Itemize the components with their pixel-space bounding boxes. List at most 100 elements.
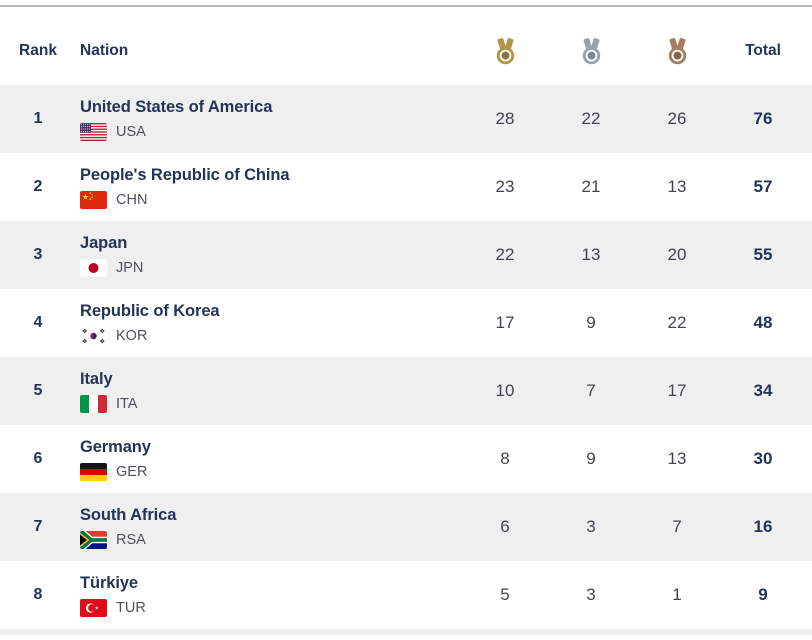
medal-standings-table: Rank Nation	[0, 5, 812, 640]
bronze-count: 17	[667, 381, 687, 400]
bronze-count: 13	[667, 177, 687, 196]
next-row-peek	[0, 629, 812, 635]
country-flag-icon-kor	[80, 327, 107, 345]
total-count: 76	[753, 109, 773, 128]
total-count: 9	[758, 585, 768, 604]
total-count: 57	[753, 177, 773, 196]
nation-cell: People's Republic of China CHN	[76, 165, 462, 209]
gold-medal-icon	[496, 37, 514, 64]
country-flag-icon-chn	[80, 191, 107, 209]
total-count: 16	[753, 517, 773, 536]
total-count: 48	[753, 313, 773, 332]
total-count: 30	[753, 449, 773, 468]
bronze-count: 1	[672, 585, 682, 604]
table-row[interactable]: 5 Italy ITA 10 7 17 34	[0, 357, 812, 425]
rank-value: 7	[33, 518, 43, 535]
bronze-medal-icon	[668, 37, 686, 64]
silver-count: 9	[586, 449, 596, 468]
nation-subline: RSA	[80, 531, 146, 549]
country-code: ITA	[116, 396, 138, 412]
silver-column-header	[548, 27, 634, 66]
gold-count: 22	[495, 245, 515, 264]
rank-column-header: Rank	[19, 42, 57, 59]
nation-cell: Germany GER	[76, 437, 462, 481]
total-column-header: Total	[745, 42, 781, 59]
nation-subline: CHN	[80, 191, 147, 209]
rank-value: 5	[33, 382, 43, 399]
country-flag-icon-usa	[80, 123, 107, 141]
nation-name: People's Republic of China	[80, 166, 290, 184]
nation-subline: KOR	[80, 327, 147, 345]
country-code: RSA	[116, 532, 146, 548]
bronze-count: 22	[667, 313, 687, 332]
bronze-column-header	[634, 27, 720, 66]
nation-subline: USA	[80, 123, 146, 141]
nation-cell: South Africa RSA	[76, 505, 462, 549]
country-flag-icon-ger	[80, 463, 107, 481]
nation-name: Türkiye	[80, 574, 138, 592]
country-code: USA	[116, 124, 146, 140]
rank-value: 3	[33, 246, 43, 263]
nation-subline: TUR	[80, 599, 146, 617]
country-flag-icon-jpn	[80, 259, 107, 277]
country-code: GER	[116, 464, 148, 480]
table-body: 1 United States of America USA 28 22 2 6 …	[0, 85, 812, 629]
country-code: TUR	[116, 600, 146, 616]
country-flag-icon-rsa	[80, 531, 107, 549]
gold-count: 6	[500, 517, 510, 536]
nation-cell: United States of America USA	[76, 97, 462, 141]
nation-cell: Türkiye TUR	[76, 573, 462, 617]
rank-value: 8	[33, 586, 43, 603]
table-row[interactable]: 8 Türkiye TUR 5 3 1 9	[0, 561, 812, 629]
top-divider	[0, 5, 812, 7]
nation-cell: Italy ITA	[76, 369, 462, 413]
gold-count: 17	[495, 313, 515, 332]
table-row[interactable]: 7 South Africa RSA 6 3 7 16	[0, 493, 812, 561]
country-code: KOR	[116, 328, 148, 344]
table-row[interactable]: 4 Republic of Korea KOR 17 9 22 48	[0, 289, 812, 357]
silver-count: 21	[581, 177, 601, 196]
gold-count: 23	[495, 177, 515, 196]
nation-name: South Africa	[80, 506, 177, 524]
gold-count: 5	[500, 585, 510, 604]
nation-subline: GER	[80, 463, 147, 481]
rank-value: 1	[33, 110, 43, 127]
bronze-count: 26	[667, 109, 687, 128]
nation-cell: Japan JPN	[76, 233, 462, 277]
bronze-count: 20	[667, 245, 687, 264]
table-header-row: Rank Nation	[0, 7, 812, 85]
nation-cell: Republic of Korea KOR	[76, 301, 462, 345]
nation-name: Italy	[80, 370, 113, 388]
nation-name: Japan	[80, 234, 128, 252]
gold-count: 10	[495, 381, 515, 400]
gold-column-header	[462, 27, 548, 66]
table-row[interactable]: 6 Germany GER 8 9 13 30	[0, 425, 812, 493]
rank-value: 6	[33, 450, 43, 467]
rank-value: 2	[33, 178, 43, 195]
country-flag-icon-ita	[80, 395, 107, 413]
gold-count: 28	[495, 109, 515, 128]
country-flag-icon-tur	[80, 599, 107, 617]
bronze-count: 7	[672, 517, 682, 536]
silver-count: 9	[586, 313, 596, 332]
silver-medal-icon	[582, 37, 600, 64]
rank-value: 4	[33, 314, 43, 331]
country-code: JPN	[116, 260, 144, 276]
total-count: 34	[753, 381, 773, 400]
nation-name: Republic of Korea	[80, 302, 220, 320]
nation-name: Germany	[80, 438, 151, 456]
nation-subline: JPN	[80, 259, 143, 277]
nation-name: United States of America	[80, 98, 273, 116]
bronze-count: 13	[667, 449, 687, 468]
silver-count: 3	[586, 585, 596, 604]
table-row[interactable]: 1 United States of America USA 28 22 26 …	[0, 85, 812, 153]
nation-subline: ITA	[80, 395, 137, 413]
silver-count: 7	[586, 381, 596, 400]
silver-count: 13	[581, 245, 601, 264]
country-code: CHN	[116, 192, 148, 208]
gold-count: 8	[500, 449, 510, 468]
total-count: 55	[753, 245, 773, 264]
table-row[interactable]: 3 Japan JPN 22 13 20 55	[0, 221, 812, 289]
silver-count: 3	[586, 517, 596, 536]
table-row[interactable]: 2 People's Republic of China CHN 23 21 1…	[0, 153, 812, 221]
